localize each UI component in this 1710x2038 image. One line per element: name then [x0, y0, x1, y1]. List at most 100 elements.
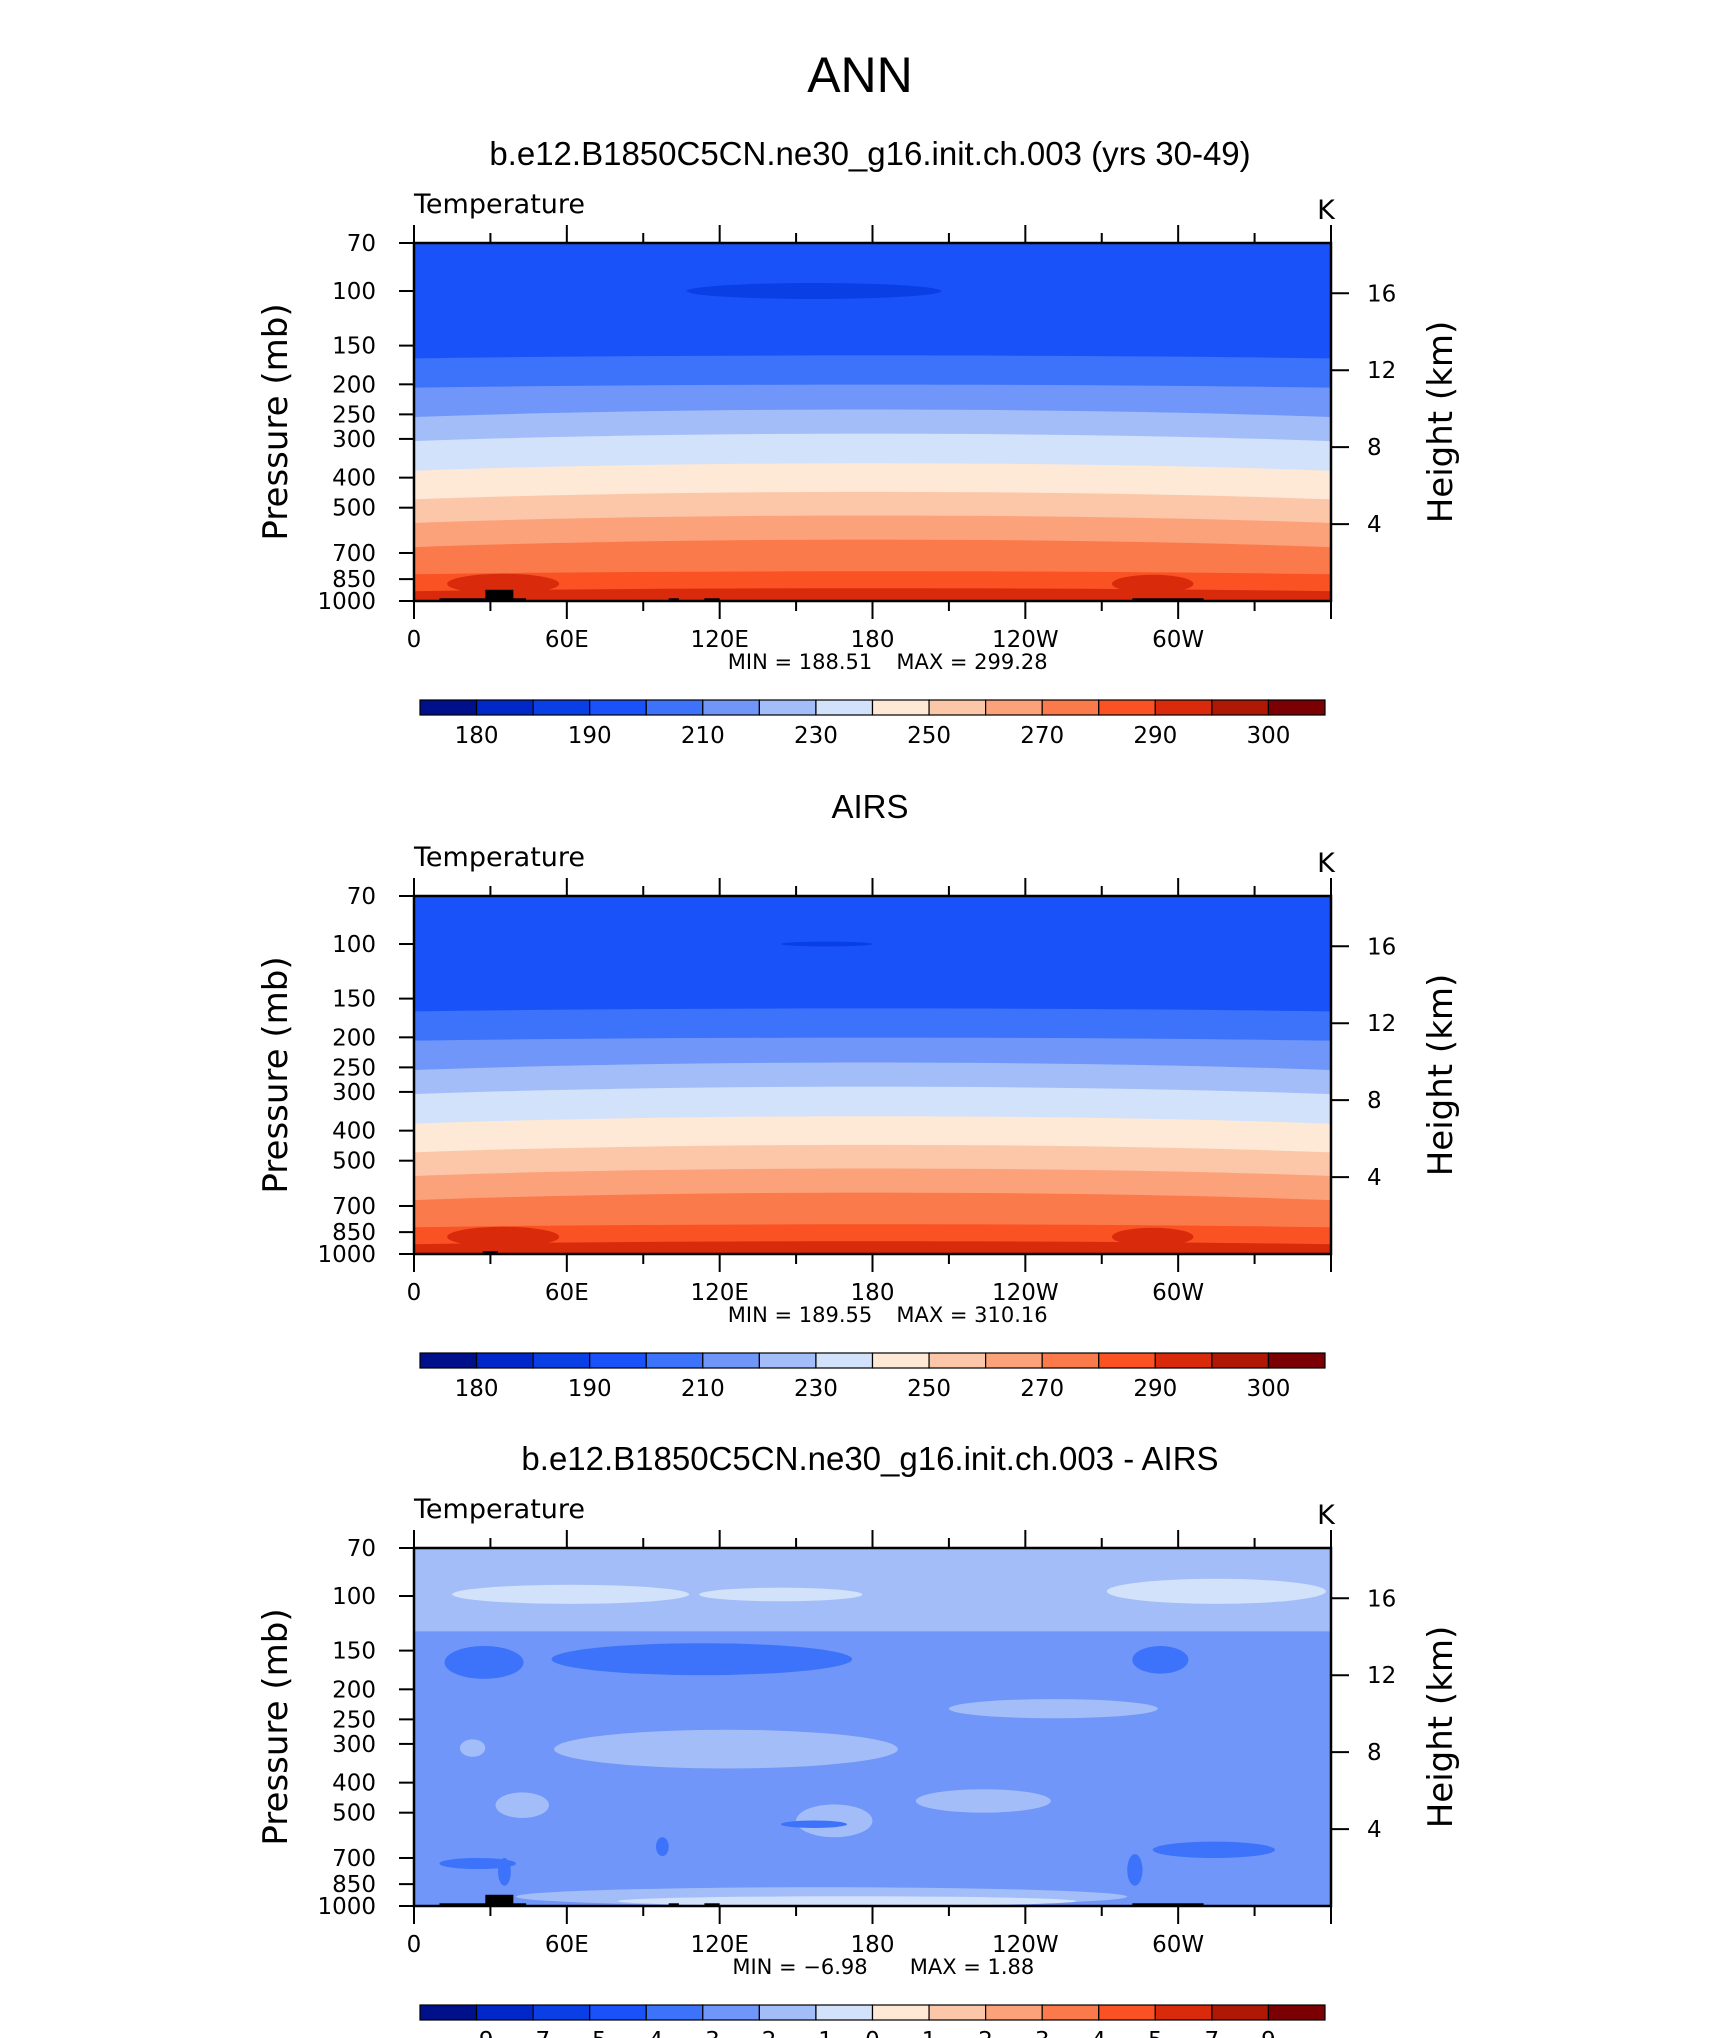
units-label: K: [1317, 1500, 1336, 1531]
x-tick-label: 120W: [992, 1932, 1059, 1958]
y-tick-label: 70: [347, 1536, 376, 1562]
y-axis-title: Pressure (mb): [256, 956, 296, 1193]
colorbar-label: 4: [1091, 2028, 1106, 2038]
temp-band: [414, 588, 1331, 601]
terrain-mask: [1132, 598, 1204, 601]
contour-fill: [414, 1548, 1331, 1906]
diff-region: [1132, 1646, 1189, 1674]
y-tick-label: 500: [332, 1801, 376, 1827]
colorbar-swatch: [419, 2004, 478, 2021]
colorbar-label: −9: [460, 2028, 494, 2038]
chart-panel: b.e12.B1850C5CN.ne30_g16.init.ch.003 (yr…: [256, 135, 1461, 749]
cold-tropopause: [780, 941, 873, 947]
diff-region: [459, 1739, 486, 1757]
colorbar-swatch: [758, 2004, 817, 2021]
y-tick-label: 300: [332, 427, 376, 453]
x-tick-label: 60W: [1152, 1280, 1204, 1306]
colorbar-swatch: [1041, 699, 1100, 716]
y2-tick-label: 8: [1367, 1088, 1382, 1114]
colorbar-swatch: [702, 1352, 760, 1369]
variable-label: Temperature: [413, 1494, 585, 1525]
y-tick-label: 200: [332, 1025, 376, 1051]
x-tick-label: 0: [407, 627, 422, 653]
colorbar-swatch: [985, 1352, 1043, 1369]
y-tick-label: 850: [332, 1220, 376, 1246]
diff-region: [551, 1643, 853, 1676]
colorbar-swatch: [815, 2004, 874, 2021]
colorbar-label: 9: [1261, 2028, 1276, 2038]
x-tick-label: 120W: [992, 627, 1059, 653]
y2-tick-label: 4: [1367, 512, 1382, 538]
terrain-mask: [439, 1903, 527, 1906]
colorbar-swatch: [645, 1352, 704, 1369]
colorbar-swatch: [532, 1352, 591, 1369]
colorbar-swatch: [1154, 699, 1213, 716]
max-label: MAX = 310.16: [896, 1303, 1047, 1327]
warm-bulge: [447, 1226, 560, 1247]
diff-region: [617, 1896, 1077, 1906]
y2-tick-label: 12: [1367, 1011, 1396, 1037]
y2-tick-label: 16: [1367, 281, 1396, 307]
colorbar-swatch: [871, 1352, 930, 1369]
colorbar-label: 250: [907, 1376, 951, 1402]
colorbar-label: 290: [1133, 723, 1177, 749]
y2-tick-label: 8: [1367, 435, 1382, 461]
y-tick-label: 400: [332, 1771, 376, 1797]
terrain-mask: [439, 598, 527, 601]
colorbar-label: 190: [568, 1376, 612, 1402]
colorbar-swatch: [702, 2004, 760, 2021]
diff-region: [1152, 1841, 1275, 1858]
colorbar-label: 230: [794, 723, 838, 749]
colorbar-swatch: [758, 1352, 817, 1369]
x-tick-label: 60W: [1152, 1932, 1204, 1958]
colorbar-swatch: [475, 1352, 534, 1369]
y-tick-label: 500: [332, 1149, 376, 1175]
colorbar-swatch: [871, 699, 930, 716]
colorbar-label: 250: [907, 723, 951, 749]
colorbar-label: 290: [1133, 1376, 1177, 1402]
colorbar-label: 0: [865, 2028, 880, 2038]
colorbar-label: −3: [686, 2028, 720, 2038]
colorbar-swatch: [1267, 1352, 1326, 1369]
diff-region: [655, 1837, 669, 1857]
diff-region: [452, 1584, 690, 1604]
y-tick-label: 250: [332, 1707, 376, 1733]
colorbar-label: 230: [794, 1376, 838, 1402]
colorbar-label: −7: [516, 2028, 550, 2038]
chart-title: AIRS: [831, 788, 908, 825]
colorbar-swatch: [1267, 699, 1326, 716]
colorbar-swatch: [985, 699, 1043, 716]
y-tick-label: 70: [347, 231, 376, 257]
colorbar-label: −4: [629, 2028, 663, 2038]
y-tick-label: 150: [332, 1639, 376, 1665]
colorbar-swatch: [475, 699, 534, 716]
y-tick-label: 200: [332, 1677, 376, 1703]
x-tick-label: 60E: [545, 1280, 589, 1306]
x-tick-label: 120W: [992, 1280, 1059, 1306]
colorbar-swatch: [928, 1352, 987, 1369]
max-label: MAX = 1.88: [910, 1955, 1035, 1979]
terrain-mask: [485, 589, 514, 601]
y-tick-label: 700: [332, 1194, 376, 1220]
y-tick-label: 150: [332, 334, 376, 360]
colorbar-swatch: [815, 1352, 874, 1369]
colorbar-swatch: [419, 699, 478, 716]
units-label: K: [1317, 195, 1336, 226]
y-tick-label: 300: [332, 1080, 376, 1106]
y2-tick-label: 8: [1367, 1740, 1382, 1766]
y-tick-label: 1000: [317, 1894, 376, 1920]
y2-axis-title: Height (km): [1421, 321, 1461, 524]
y2-axis-title: Height (km): [1421, 974, 1461, 1177]
colorbar-swatch: [928, 2004, 987, 2021]
x-tick-label: 60E: [545, 627, 589, 653]
diff-region: [780, 1820, 848, 1828]
colorbar-swatch: [589, 2004, 647, 2021]
diff-region: [554, 1729, 898, 1769]
colorbar-swatch: [1154, 2004, 1213, 2021]
colorbar-swatch: [419, 1352, 478, 1369]
x-tick-label: 120E: [690, 1932, 748, 1958]
colorbar-swatch: [702, 699, 760, 716]
y2-axis-title: Height (km): [1421, 1626, 1461, 1829]
colorbar-label: 7: [1205, 2028, 1220, 2038]
x-tick-label: 60W: [1152, 627, 1204, 653]
